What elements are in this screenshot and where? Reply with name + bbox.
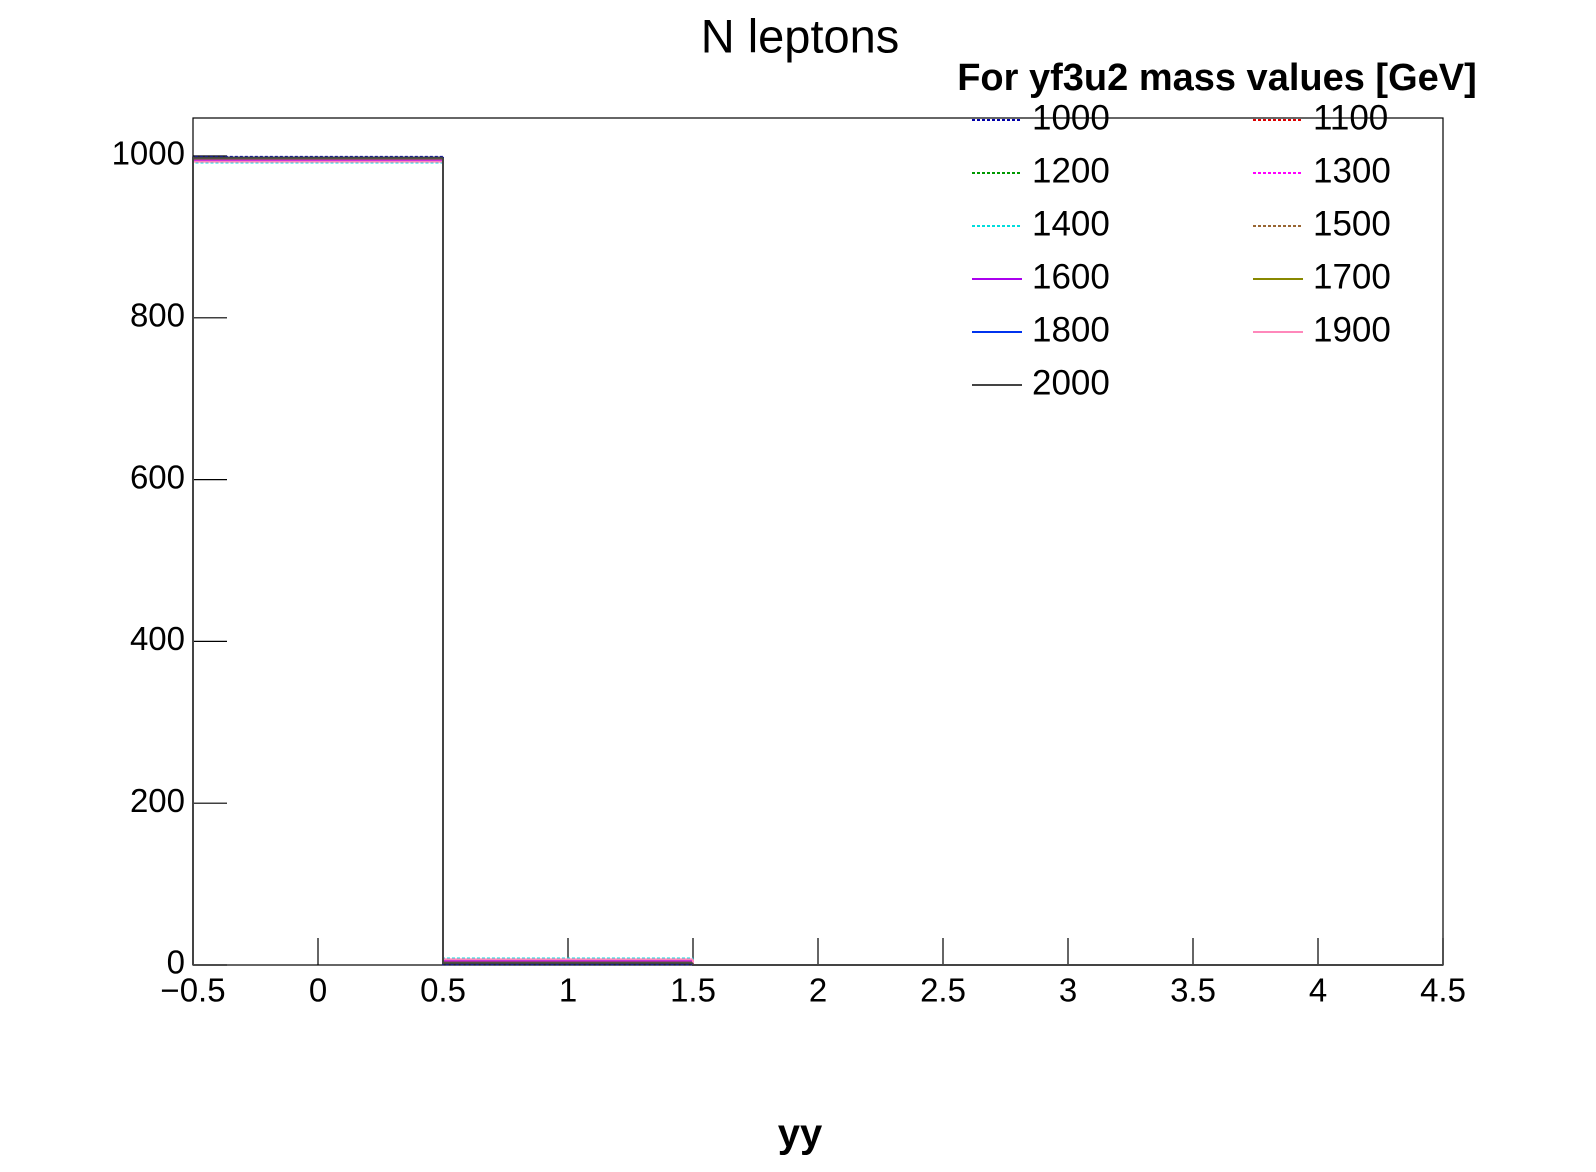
x-tick-label: 3 xyxy=(1059,972,1077,1009)
histogram-bin xyxy=(192,156,443,965)
legend-label: 1600 xyxy=(1032,257,1110,296)
legend-label: 1800 xyxy=(1032,310,1110,349)
x-tick-label: 1.5 xyxy=(670,972,716,1009)
x-tick-label: 0.5 xyxy=(420,972,466,1009)
x-tick-label: 3.5 xyxy=(1170,972,1216,1009)
y-tick-label: 600 xyxy=(130,458,185,495)
x-tick-label: 4 xyxy=(1309,972,1327,1009)
legend-label: 1100 xyxy=(1313,98,1388,137)
legend-label: 1000 xyxy=(1032,98,1110,137)
histogram-bin xyxy=(692,963,943,966)
legend-label: 1700 xyxy=(1313,257,1391,296)
legend-label: 1300 xyxy=(1313,151,1391,190)
x-tick-label: 4.5 xyxy=(1420,972,1466,1009)
legend-label: 2000 xyxy=(1032,363,1110,402)
chart-title: N leptons xyxy=(701,9,900,62)
x-tick-label: 2.5 xyxy=(920,972,966,1009)
legend-label: 1900 xyxy=(1313,310,1391,349)
histogram-bin xyxy=(442,157,693,965)
x-axis-label: yy xyxy=(778,1112,823,1156)
legend-label: 1200 xyxy=(1032,151,1110,190)
x-tick-label: 2 xyxy=(809,972,827,1009)
legend-label: 1500 xyxy=(1313,204,1391,243)
y-tick-label: 0 xyxy=(167,944,185,981)
y-tick-label: 1000 xyxy=(112,135,185,172)
x-tick-label: 0 xyxy=(309,972,327,1009)
x-tick-label: −0.5 xyxy=(160,972,225,1009)
y-tick-label: 200 xyxy=(130,782,185,819)
y-tick-label: 400 xyxy=(130,620,185,657)
y-tick-label: 800 xyxy=(130,297,185,334)
legend-label: 1400 xyxy=(1032,204,1110,243)
legend-title: For yf3u2 mass values [GeV] xyxy=(957,57,1477,99)
x-tick-label: 1 xyxy=(559,972,577,1009)
